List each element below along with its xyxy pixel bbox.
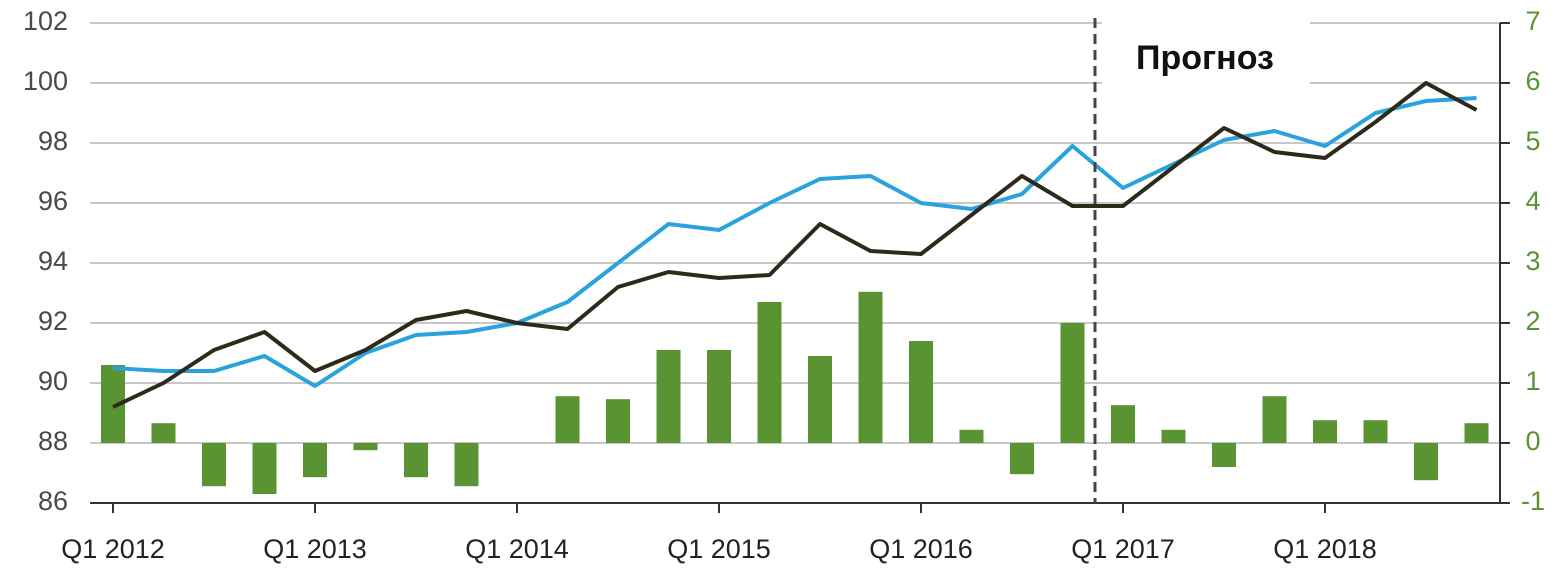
bar xyxy=(757,302,782,443)
y2-tick-label: 2 xyxy=(1525,306,1540,336)
bar xyxy=(1010,443,1034,475)
y2-tick-label: 6 xyxy=(1525,66,1540,96)
bar xyxy=(353,443,378,451)
bar xyxy=(909,341,933,443)
x-tick-label: Q1 2012 xyxy=(61,534,165,564)
y-tick-label: 92 xyxy=(38,306,68,336)
y-tick-label: 102 xyxy=(23,6,68,36)
bar xyxy=(1161,429,1186,443)
x-tick-label: Q1 2015 xyxy=(667,534,771,564)
bar xyxy=(1313,420,1337,443)
bar xyxy=(1414,443,1438,481)
annotation-box xyxy=(1102,17,1310,89)
y2-tick-label: 3 xyxy=(1525,246,1540,276)
y2-tick-label: 1 xyxy=(1525,366,1540,396)
y-tick-label: 88 xyxy=(38,426,68,456)
annotation: Прогноз xyxy=(1136,39,1274,77)
bar xyxy=(1262,396,1287,443)
y-tick-label: 96 xyxy=(38,186,68,216)
bar xyxy=(1111,405,1135,443)
bar xyxy=(404,443,428,478)
y2-tick-label: 4 xyxy=(1525,186,1540,216)
bar xyxy=(1363,420,1388,443)
line xyxy=(112,96,1477,388)
y-tick-label: 100 xyxy=(23,66,68,96)
bar xyxy=(656,350,681,443)
bar xyxy=(454,443,479,487)
bar xyxy=(1060,323,1085,443)
y2-tick-label: 5 xyxy=(1525,126,1540,156)
y-tick-label: 94 xyxy=(38,246,68,276)
bar xyxy=(1464,423,1489,443)
bar xyxy=(959,429,984,443)
bar xyxy=(252,443,277,494)
y-tick-label: 86 xyxy=(38,486,68,516)
bar xyxy=(707,350,731,443)
x-tick-label: Q1 2017 xyxy=(1071,534,1175,564)
y2-tick-label: 0 xyxy=(1525,426,1540,456)
bar xyxy=(202,443,226,487)
y2-tick-label: 7 xyxy=(1525,6,1540,36)
bar xyxy=(606,399,630,443)
bar xyxy=(858,291,883,443)
bar xyxy=(303,443,327,478)
line xyxy=(112,81,1478,409)
y-tick-label: 90 xyxy=(38,366,68,396)
x-tick-label: Q1 2016 xyxy=(869,534,973,564)
bar xyxy=(808,356,832,443)
y-tick-label: 98 xyxy=(38,126,68,156)
x-tick-label: Q1 2014 xyxy=(465,534,569,564)
bar xyxy=(555,396,580,443)
y2-tick-label: -1 xyxy=(1521,486,1545,516)
x-tick-label: Q1 2013 xyxy=(263,534,367,564)
bar xyxy=(1212,443,1236,467)
x-tick-label: Q1 2018 xyxy=(1273,534,1377,564)
bar xyxy=(151,423,176,443)
